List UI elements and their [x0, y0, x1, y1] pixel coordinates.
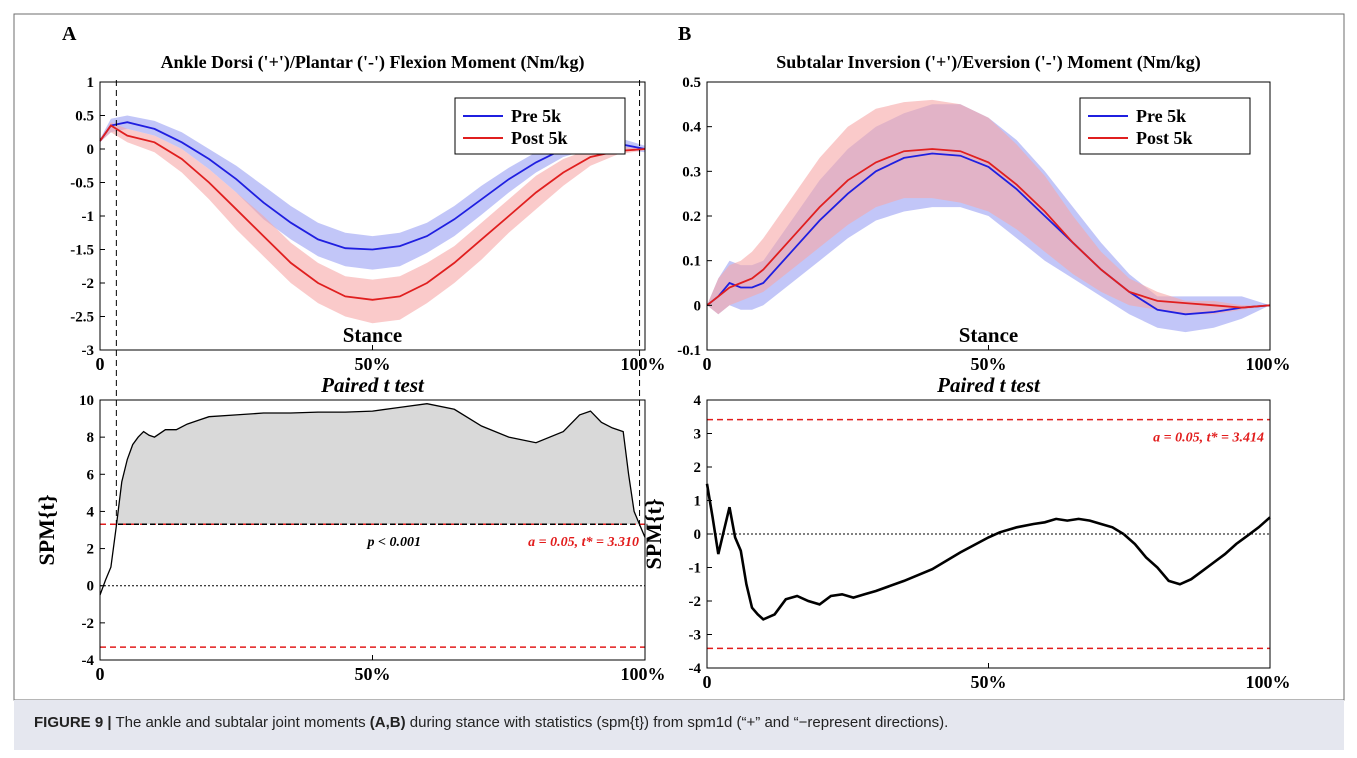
y-tick-label: -1	[82, 209, 95, 225]
y-tick-label: 0.5	[75, 109, 94, 125]
axes-B-top: 0.50.40.30.20.10-0.10 50% 100%	[677, 75, 1290, 374]
legend-label: Pre 5k	[511, 106, 561, 126]
y-tick-label: 2	[694, 460, 702, 476]
legend-box	[454, 97, 626, 155]
chart-title: Paired t test	[320, 373, 425, 397]
y-tick-label: 0.2	[682, 209, 701, 225]
y-tick-label: -1	[689, 561, 702, 577]
x-axis-label: Stance	[959, 323, 1019, 347]
y-tick-label: -4	[689, 661, 702, 677]
chart-B-bottom: Paired t test SPM{t} a = 0.05, t* = 3.414	[641, 373, 1271, 650]
x-tick-label: 0	[703, 354, 712, 374]
y-tick-label: 1	[694, 494, 702, 510]
caption-label: FIGURE 9 |	[34, 714, 112, 731]
chart-A-bottom: Paired t test SPM{t} a = 0.05, t* = 3.310 p…	[34, 373, 646, 648]
threshold-label: a = 0.05, t* = 3.310	[528, 535, 639, 550]
y-tick-label: -0.1	[677, 343, 701, 359]
caption-text-post: during stance with statistics (spm{t}) f…	[409, 714, 949, 731]
y-tick-label: -0.5	[70, 176, 94, 192]
chart-A-top: Ankle Dorsi ('+')/Plantar ('-') Flexion …	[99, 52, 646, 347]
y-tick-label: 8	[87, 430, 95, 446]
caption-panels: (A,B)	[369, 714, 406, 731]
chart-title: Paired t test	[936, 373, 1041, 397]
x-tick-label: 100%	[1246, 672, 1291, 692]
legend-label: Post 5k	[511, 128, 568, 148]
y-tick-label: 0.1	[682, 254, 701, 270]
series-band-0	[100, 115, 645, 270]
y-tick-label: -3	[689, 628, 702, 644]
chart-B-top: Subtalar Inversion ('+')/Eversion ('-') …	[706, 52, 1271, 347]
series-line-0	[706, 152, 1271, 316]
x-axis-label: Stance	[343, 323, 403, 347]
series-line-1	[99, 124, 646, 301]
y-tick-label: 0.5	[682, 75, 701, 91]
y-tick-label: 1	[87, 75, 95, 91]
y-tick-label: 0	[87, 142, 95, 158]
x-tick-label: 50%	[355, 354, 391, 374]
panel-a-letter: A	[62, 23, 77, 45]
y-tick-label: -2	[689, 594, 702, 610]
legend-label: Post 5k	[1136, 128, 1193, 148]
x-tick-label: 50%	[355, 664, 391, 684]
y-tick-label: 2	[87, 542, 95, 558]
legend-label: Pre 5k	[1136, 106, 1186, 126]
chart-title: Subtalar Inversion ('+')/Eversion ('-') …	[776, 52, 1200, 73]
y-tick-label: -2	[82, 616, 95, 632]
charts-layer: Ankle Dorsi ('+')/Plantar ('-') Flexion …	[34, 52, 1291, 692]
figure-caption: FIGURE 9 | The ankle and subtalar joint …	[14, 700, 1344, 750]
x-tick-label: 100%	[621, 354, 666, 374]
x-tick-label: 50%	[971, 672, 1007, 692]
x-tick-label: 0	[96, 354, 105, 374]
y-tick-label: -1.5	[70, 243, 94, 259]
y-tick-label: -3	[82, 343, 95, 359]
chart-title: Ankle Dorsi ('+')/Plantar ('-') Flexion …	[161, 52, 585, 73]
axes-A-top: 10.50-0.5-1-1.5-2-2.5-30 50% 100%	[70, 75, 665, 374]
y-axis-label: SPM{t}	[641, 498, 666, 569]
x-tick-label: 100%	[1246, 354, 1291, 374]
y-tick-label: 6	[87, 467, 95, 483]
series-line-0	[99, 121, 646, 251]
y-tick-label: 4	[87, 504, 95, 520]
x-tick-label: 0	[96, 664, 105, 684]
y-tick-label: 0.3	[682, 164, 701, 180]
significant-cluster-area	[116, 403, 640, 525]
x-tick-label: 0	[703, 672, 712, 692]
x-tick-label: 50%	[971, 354, 1007, 374]
y-tick-label: -2.5	[70, 310, 94, 326]
p-value-label: p < 0.001	[367, 535, 421, 550]
y-tick-label: 0	[694, 527, 702, 543]
series-band-1	[707, 99, 1270, 315]
y-tick-label: 0	[87, 579, 95, 595]
y-tick-label: 4	[694, 393, 702, 409]
x-tick-label: 100%	[621, 664, 666, 684]
spm-curve	[705, 483, 1271, 621]
threshold-label: a = 0.05, t* = 3.414	[1153, 431, 1264, 446]
y-tick-label: 0	[694, 298, 702, 314]
y-tick-label: 0.4	[682, 120, 701, 136]
y-tick-label: 3	[694, 427, 702, 443]
y-tick-label: -4	[82, 653, 95, 669]
caption-text-pre: The ankle and subtalar joint moments	[115, 714, 366, 731]
y-tick-label: -2	[82, 276, 95, 292]
series-line-1	[706, 148, 1271, 309]
y-axis-label: SPM{t}	[34, 494, 59, 565]
panel-b-letter: B	[678, 23, 691, 45]
legend-box	[1079, 97, 1251, 155]
y-tick-label: 10	[79, 393, 94, 409]
spm-curve	[99, 403, 646, 596]
